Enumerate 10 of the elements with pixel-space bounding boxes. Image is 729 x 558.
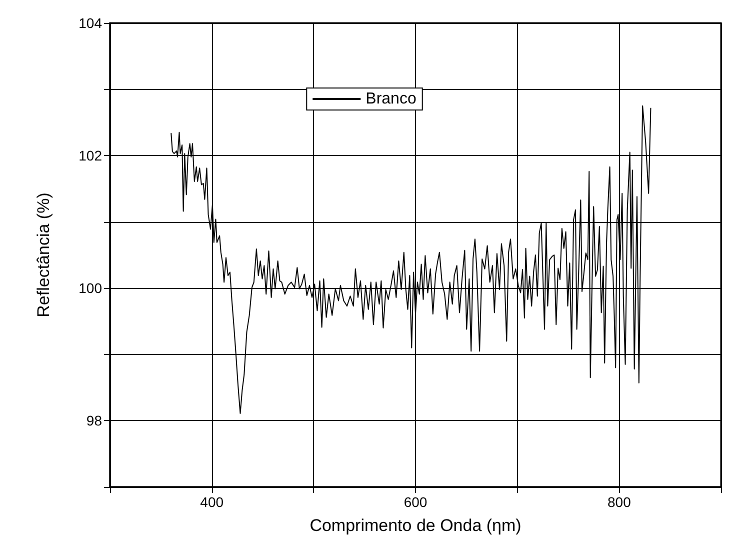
y-axis-title: Reflectância (%) (34, 192, 53, 318)
y-tick-label: 98 (86, 412, 102, 429)
x-tick-label: 800 (607, 494, 632, 510)
x-tick-label: 600 (404, 494, 428, 510)
y-tick-label: 104 (78, 15, 102, 31)
y-tick-label: 100 (78, 280, 102, 296)
x-axis-title: Comprimento de Onda (ηm) (310, 516, 522, 535)
legend-label: Branco (366, 90, 416, 108)
y-tick-label: 102 (78, 148, 102, 164)
x-tick-label: 400 (200, 494, 224, 510)
